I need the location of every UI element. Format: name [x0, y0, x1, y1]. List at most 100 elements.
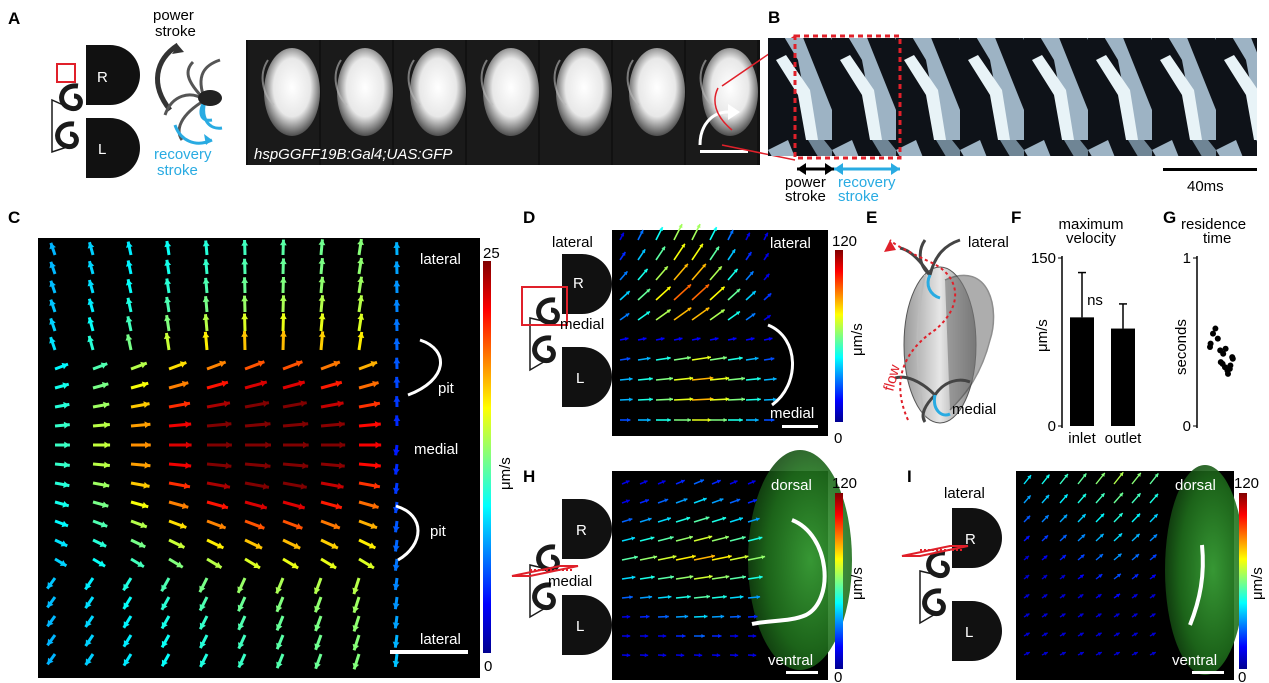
flow-arrow — [621, 536, 636, 542]
region-box — [56, 63, 76, 83]
flow-arrow — [84, 577, 95, 591]
flow-arrow — [164, 296, 171, 313]
flow-arrow — [318, 313, 326, 332]
flow-arrow — [199, 634, 209, 649]
flow-arrow — [657, 517, 672, 523]
flow-arrow — [130, 381, 149, 390]
flow-arrow — [168, 557, 184, 569]
colorbar-c — [483, 261, 491, 653]
flow-arrow — [1113, 651, 1121, 656]
recovery-stroke-label-2: stroke — [157, 162, 198, 179]
flow-arrow — [1113, 593, 1121, 599]
flow-arrow — [711, 479, 722, 485]
flow-arrow — [619, 336, 629, 341]
flow-arrow — [1077, 533, 1086, 542]
flow-arrow — [657, 554, 677, 561]
flow-arrow — [275, 615, 285, 632]
flow-arrow — [279, 276, 287, 294]
flow-arrow — [747, 575, 763, 580]
flow-arrow — [639, 536, 655, 542]
scatter-point — [1220, 350, 1227, 357]
flow-arrow — [1131, 593, 1138, 599]
flow-arrow — [1041, 494, 1050, 504]
flow-arrow — [160, 577, 171, 593]
flow-arrow — [710, 417, 727, 423]
h-pit-outline — [751, 518, 827, 626]
flow-arrow — [709, 265, 723, 281]
c-bottom-label: lateral — [420, 631, 461, 648]
b-scale-label: 40ms — [1187, 178, 1224, 195]
flow-arrow — [655, 246, 666, 261]
flow-arrow — [747, 653, 757, 658]
flow-arrow — [1041, 474, 1051, 485]
flow-arrow — [709, 226, 718, 241]
flow-arrow — [711, 498, 724, 504]
flow-arrow — [1131, 613, 1138, 618]
flow-arrow — [320, 538, 339, 550]
flow-arrow — [320, 462, 345, 470]
f-ytick-top: 150 — [1031, 250, 1056, 267]
flow-arrow — [693, 554, 716, 561]
flow-arrow — [1113, 471, 1124, 485]
flow-arrow — [1041, 554, 1048, 561]
flow-arrow — [392, 520, 400, 533]
flow-arrow — [621, 555, 638, 561]
flow-arrow — [657, 480, 666, 485]
flow-arrow — [639, 498, 650, 504]
flow-arrow — [675, 535, 694, 542]
d-colorbar-max: 120 — [832, 233, 857, 250]
i-top-label: dorsal — [1175, 477, 1216, 494]
flow-arrow — [1077, 574, 1085, 580]
flow-arrow — [691, 355, 712, 361]
flow-arrow — [692, 417, 712, 423]
flow-arrow — [318, 239, 326, 256]
flow-arrow — [655, 336, 665, 341]
flow-arrow — [206, 360, 227, 371]
i-gfp-signal — [1165, 465, 1245, 675]
flow-field-i — [1023, 471, 1159, 656]
i-colorbar-max: 120 — [1234, 475, 1259, 492]
flow-arrow — [1095, 513, 1105, 523]
flow-arrow — [122, 653, 133, 667]
flow-arrow — [673, 355, 691, 361]
flow-arrow — [639, 517, 652, 523]
flow-arrow — [130, 461, 151, 469]
flow-arrow — [358, 462, 381, 469]
flow-arrow — [352, 653, 361, 670]
flow-arrow — [46, 653, 57, 666]
flow-arrow — [729, 653, 739, 658]
flow-arrow — [130, 557, 145, 569]
flow-arrow — [237, 596, 247, 612]
flow-arrow — [1095, 651, 1103, 656]
flow-arrow — [392, 539, 400, 552]
flow-arrow — [764, 417, 775, 423]
flow-arrow — [693, 653, 703, 658]
flow-arrow — [202, 314, 210, 332]
flow-arrow — [1059, 574, 1066, 580]
flow-arrow — [675, 594, 691, 599]
flow-arrow — [206, 420, 232, 428]
flow-arrow — [168, 481, 191, 490]
flow-arrow — [1041, 613, 1048, 618]
flow-arrow — [49, 336, 57, 351]
flow-arrow — [711, 535, 730, 542]
scale-bar-b — [1163, 168, 1257, 171]
flow-arrow — [244, 557, 261, 570]
flow-arrow — [1023, 613, 1030, 618]
flow-arrow — [745, 336, 755, 341]
flow-arrow — [673, 397, 694, 402]
beat-arrow — [698, 110, 729, 146]
flow-arrow — [621, 595, 633, 600]
flow-arrow — [729, 535, 746, 542]
d-pit-outline — [767, 323, 794, 407]
schematic-r: R — [97, 69, 108, 86]
flow-arrow — [658, 633, 667, 639]
flow-arrow — [320, 500, 343, 510]
flow-field-h — [621, 479, 766, 658]
flow-arrow — [1131, 533, 1141, 542]
flow-arrow — [282, 380, 306, 390]
flow-arrow — [763, 273, 770, 281]
flow-arrow — [694, 633, 705, 639]
flow-arrow — [49, 299, 57, 313]
